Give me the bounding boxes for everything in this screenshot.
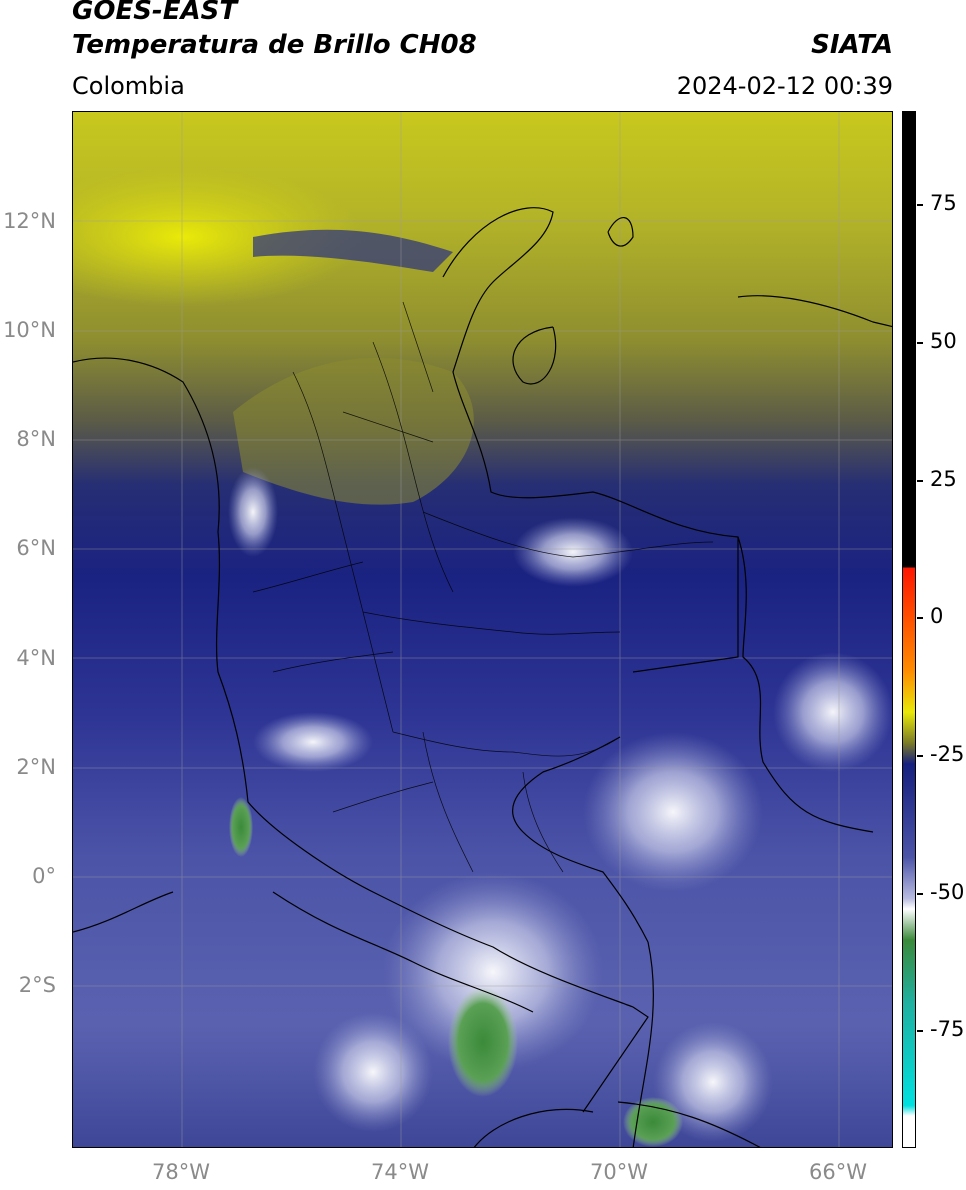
cloud-cluster [583,732,763,892]
cloud-cluster [253,712,373,772]
satellite-map[interactable] [72,111,893,1148]
colorbar-tick [917,617,923,619]
cloud-cluster [228,467,278,557]
datetime-label: 2024-02-12 00:39 [676,72,893,100]
cold-core [448,987,518,1097]
colorbar-tick [917,204,923,206]
map-canvas [73,112,892,1147]
cloud-cluster [313,1012,433,1132]
lat-label: 0° [32,864,56,888]
graticule [73,112,892,1147]
cold-core [623,1097,683,1147]
colorbar-label: 50 [930,329,957,353]
lon-label: 78°W [152,1160,210,1184]
colorbar-label: 0 [930,604,944,628]
lat-label: 12°N [3,209,56,233]
colorbar-label: 25 [930,467,957,491]
lat-label: 2°N [16,755,56,779]
lat-label: 8°N [16,427,56,451]
satellite-title: GOES-EAST [72,0,238,26]
cloud-cluster [513,517,633,587]
department-borders [252,301,714,873]
cold-core [229,797,253,857]
region-label: Colombia [72,72,185,100]
cold-band [253,229,453,272]
colorbar-tick [917,893,923,895]
colorbar [902,111,916,1148]
cloud-cluster [383,872,603,1072]
cloud-cluster [773,652,892,772]
product-title: Temperatura de Brillo CH08 [72,30,477,60]
colorbar-label: 75 [930,191,957,215]
lat-label: 4°N [16,646,56,670]
organization-label: SIATA [811,30,893,60]
colorbar-label: -75 [930,1017,965,1041]
lat-label: 2°S [18,973,56,997]
cloud-cluster [653,1022,773,1142]
colorbar-tick [917,1030,923,1032]
colorbar-label: -25 [930,742,965,766]
lat-label: 10°N [3,318,56,342]
lon-label: 74°W [371,1160,429,1184]
colorbar-tick [917,342,923,344]
lat-label: 6°N [16,536,56,560]
country-borders [73,207,892,1147]
warm-region [73,167,363,307]
olive-region [233,357,474,505]
colorbar-tick [917,755,923,757]
lon-label: 66°W [809,1160,867,1184]
colorbar-tick [917,480,923,482]
lon-label: 70°W [590,1160,648,1184]
colorbar-label: -50 [930,880,965,904]
